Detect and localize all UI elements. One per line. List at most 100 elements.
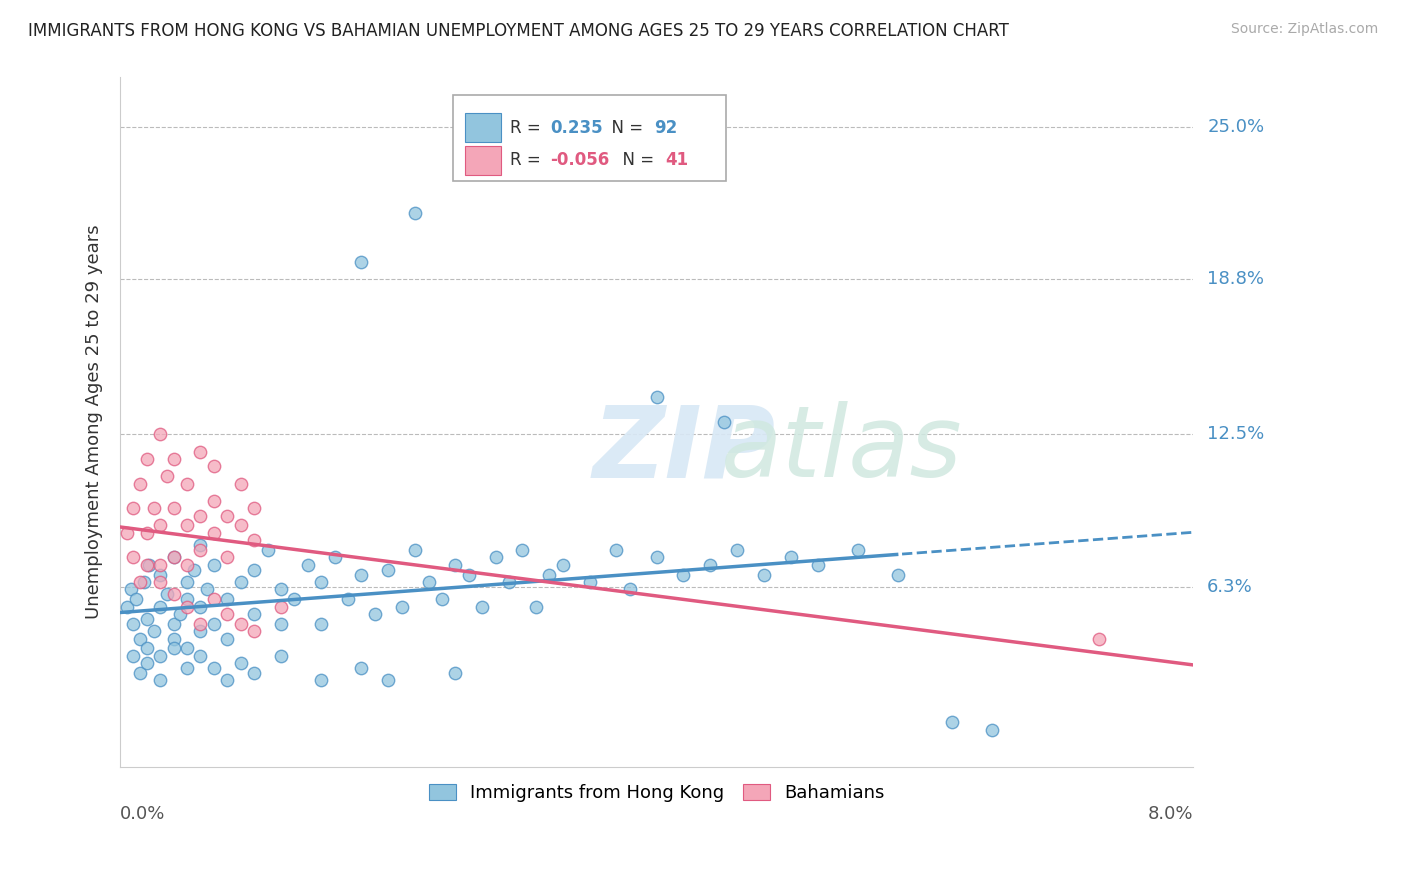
Point [713,415,735,429]
Point [229,518,252,533]
Point [309,574,332,589]
Point [202,616,225,631]
Point [162,550,184,565]
Point [162,550,184,565]
Point [176,599,198,614]
Point [981,723,1004,737]
Point [149,673,172,688]
Point [551,558,574,572]
Point [190,624,212,639]
Point [176,518,198,533]
Point [120,582,142,597]
Point [135,452,157,467]
Text: 92: 92 [655,119,678,136]
Point [243,624,266,639]
Point [149,518,172,533]
Point [202,493,225,508]
Point [149,574,172,589]
Point [699,558,721,572]
Point [309,673,332,688]
Point [229,574,252,589]
Point [270,648,292,663]
Point [217,550,239,565]
Point [135,525,157,540]
Point [1088,632,1111,646]
Point [202,459,225,474]
Text: 41: 41 [665,151,689,169]
Text: R =: R = [509,151,546,169]
Point [202,592,225,607]
Text: N =: N = [612,151,659,169]
Point [217,592,239,607]
Point [162,501,184,516]
Point [162,641,184,656]
Point [162,452,184,467]
Point [176,558,198,572]
Point [176,592,198,607]
Point [176,476,198,491]
FancyBboxPatch shape [453,95,727,181]
Point [122,550,145,565]
Point [243,501,266,516]
Point [129,476,152,491]
Point [190,599,212,614]
Point [176,574,198,589]
Point [138,558,160,572]
Point [645,391,668,405]
Point [377,673,399,688]
Point [190,444,212,458]
Point [297,558,319,572]
Point [887,567,910,582]
Text: atlas: atlas [721,401,963,498]
Legend: Immigrants from Hong Kong, Bahamians: Immigrants from Hong Kong, Bahamians [422,777,891,809]
Point [807,558,830,572]
Point [156,587,179,601]
Point [229,616,252,631]
Text: 12.5%: 12.5% [1208,425,1264,443]
Point [176,661,198,675]
Point [645,550,668,565]
Point [243,533,266,548]
Point [498,574,520,589]
Point [217,632,239,646]
Text: 25.0%: 25.0% [1208,118,1264,136]
Point [162,632,184,646]
Point [391,599,413,614]
Point [485,550,508,565]
Point [309,616,332,631]
Point [122,648,145,663]
Point [202,661,225,675]
Point [162,616,184,631]
Point [350,567,373,582]
Point [190,508,212,523]
Point [444,558,467,572]
Point [578,574,600,589]
Point [471,599,494,614]
Point [350,255,373,269]
Point [190,616,212,631]
Point [350,661,373,675]
Point [512,543,534,558]
Point [619,582,641,597]
Point [217,673,239,688]
Text: -0.056: -0.056 [550,151,610,169]
Point [135,641,157,656]
Point [457,567,479,582]
Point [752,567,775,582]
Point [115,525,138,540]
Point [418,574,440,589]
Point [162,587,184,601]
Point [337,592,360,607]
Point [256,543,278,558]
Point [846,543,869,558]
Point [243,563,266,577]
Point [149,648,172,663]
Point [404,206,426,220]
Text: IMMIGRANTS FROM HONG KONG VS BAHAMIAN UNEMPLOYMENT AMONG AGES 25 TO 29 YEARS COR: IMMIGRANTS FROM HONG KONG VS BAHAMIAN UN… [28,22,1010,40]
Point [243,666,266,681]
Point [156,469,179,483]
Point [134,574,156,589]
Point [444,666,467,681]
Point [129,574,152,589]
Point [190,543,212,558]
